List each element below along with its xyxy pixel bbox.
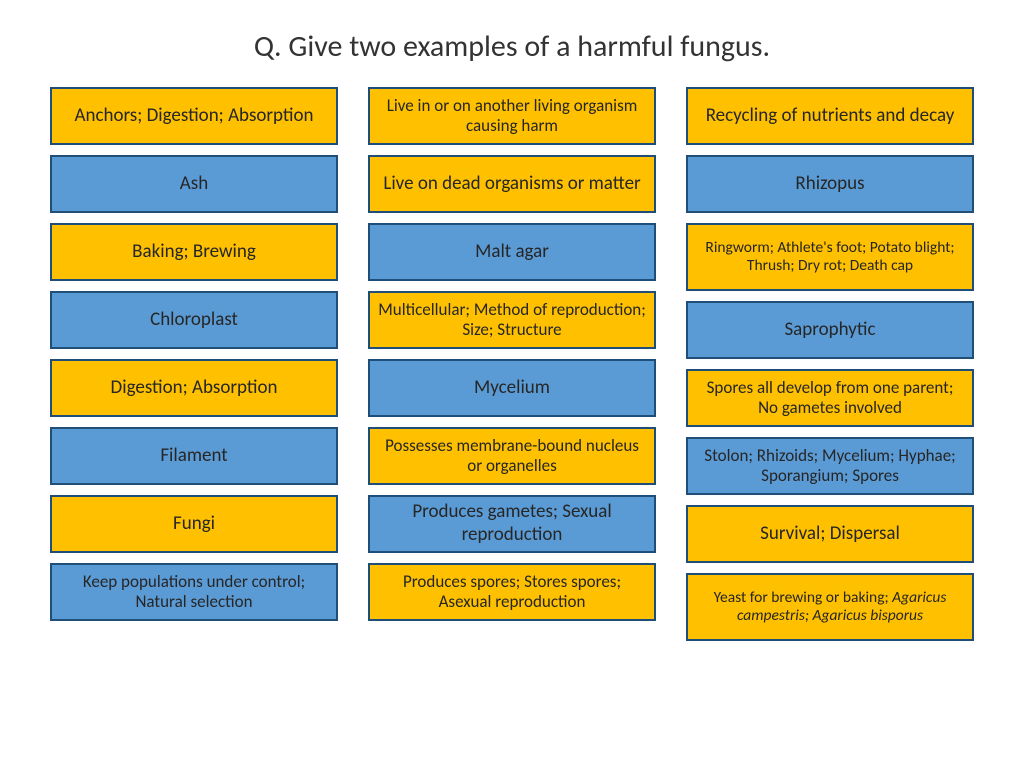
answer-cell[interactable]: Digestion; Absorption	[50, 359, 338, 417]
answer-cell[interactable]: Chloroplast	[50, 291, 338, 349]
answer-cell[interactable]: Saprophytic	[686, 301, 974, 359]
answer-cell[interactable]: Ash	[50, 155, 338, 213]
answer-cell[interactable]: Recycling of nutrients and decay	[686, 87, 974, 145]
answer-grid: Anchors; Digestion; Absorption Ash Bakin…	[0, 87, 1024, 641]
answer-cell[interactable]: Stolon; Rhizoids; Mycelium; Hyphae; Spor…	[686, 437, 974, 495]
answer-cell[interactable]: Rhizopus	[686, 155, 974, 213]
answer-cell[interactable]: Yeast for brewing or baking; Agaricus ca…	[686, 573, 974, 641]
answer-cell[interactable]: Survival; Dispersal	[686, 505, 974, 563]
answer-cell[interactable]: Live in or on another living organism ca…	[368, 87, 656, 145]
answer-cell[interactable]: Live on dead organisms or matter	[368, 155, 656, 213]
answer-cell[interactable]: Malt agar	[368, 223, 656, 281]
answer-cell[interactable]: Baking; Brewing	[50, 223, 338, 281]
answer-cell[interactable]: Spores all develop from one parent; No g…	[686, 369, 974, 427]
answer-cell[interactable]: Possesses membrane-bound nucleus or orga…	[368, 427, 656, 485]
answer-cell[interactable]: Mycelium	[368, 359, 656, 417]
column-2: Live in or on another living organism ca…	[368, 87, 656, 641]
answer-text: Yeast for brewing or baking; Agaricus ca…	[696, 589, 964, 625]
answer-cell[interactable]: Filament	[50, 427, 338, 485]
answer-cell[interactable]: Produces gametes; Sexual reproduction	[368, 495, 656, 553]
answer-cell[interactable]: Fungi	[50, 495, 338, 553]
answer-cell[interactable]: Produces spores; Stores spores; Asexual …	[368, 563, 656, 621]
answer-cell[interactable]: Multicellular; Method of reproduction; S…	[368, 291, 656, 349]
answer-cell[interactable]: Keep populations under control; Natural …	[50, 563, 338, 621]
column-1: Anchors; Digestion; Absorption Ash Bakin…	[50, 87, 338, 641]
answer-cell[interactable]: Ringworm; Athlete's foot; Potato blight;…	[686, 223, 974, 291]
page-title: Q. Give two examples of a harmful fungus…	[0, 0, 1024, 87]
answer-cell[interactable]: Anchors; Digestion; Absorption	[50, 87, 338, 145]
answer-text-part: Yeast for brewing or baking;	[714, 588, 893, 607]
column-3: Recycling of nutrients and decay Rhizopu…	[686, 87, 974, 641]
